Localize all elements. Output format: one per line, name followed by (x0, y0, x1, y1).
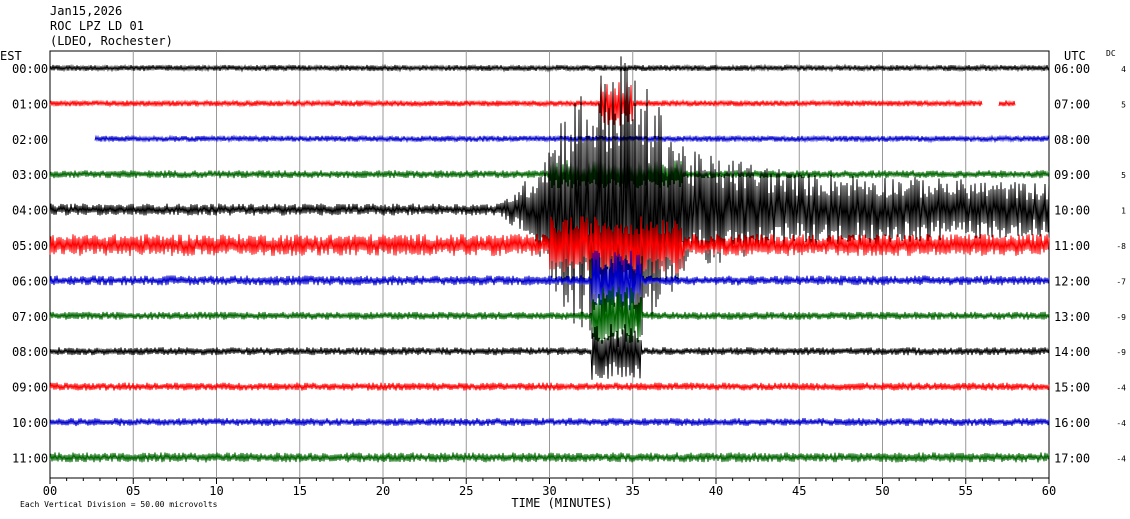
est-hour-label: 05:00 (12, 239, 48, 253)
x-tick-label: 50 (875, 484, 889, 498)
utc-axis-label: UTC (1064, 49, 1086, 63)
dc-value: -4 (1116, 384, 1126, 393)
est-hour-label: 01:00 (12, 97, 48, 111)
utc-hour-label: 10:00 (1054, 204, 1090, 218)
seismic-trace (49, 80, 983, 126)
x-tick-label: 00 (43, 484, 57, 498)
utc-hour-label: 11:00 (1054, 239, 1090, 253)
dc-value: -9 (1116, 348, 1126, 357)
seismic-trace (49, 216, 1050, 275)
utc-hour-label: 16:00 (1054, 416, 1090, 430)
est-hour-label: 08:00 (12, 345, 48, 359)
est-hour-label: 07:00 (12, 310, 48, 324)
dc-value: -4 (1116, 454, 1126, 463)
vertical-division-note: Each Vertical Division = 50.00 microvolt… (20, 500, 218, 509)
utc-hour-label: 15:00 (1054, 381, 1090, 395)
dc-value: -7 (1116, 277, 1126, 286)
seismic-trace (49, 286, 1050, 344)
x-tick-label: 20 (376, 484, 390, 498)
x-tick-label: 10 (209, 484, 223, 498)
seismic-trace (49, 56, 1050, 347)
est-hour-label: 09:00 (12, 381, 48, 395)
utc-hour-label: 09:00 (1054, 168, 1090, 182)
seismic-trace (49, 382, 1050, 391)
network-name: (LDEO, Rochester) (50, 34, 173, 48)
est-hour-label: 04:00 (12, 204, 48, 218)
seismic-trace (49, 452, 1050, 463)
utc-hour-label: 13:00 (1054, 310, 1090, 324)
dc-value: -9 (1116, 313, 1126, 322)
dc-value: -8 (1116, 242, 1126, 251)
seismic-trace (94, 134, 1050, 144)
station-name: ROC LPZ LD 01 (50, 19, 144, 33)
seismic-trace-segment (998, 100, 1016, 107)
seismic-trace (49, 324, 1050, 380)
x-tick-label: 25 (459, 484, 473, 498)
seismic-trace (49, 250, 1050, 311)
x-tick-label: 55 (959, 484, 973, 498)
utc-hour-label: 17:00 (1054, 451, 1090, 465)
x-tick-label: 40 (709, 484, 723, 498)
x-tick-label: 15 (293, 484, 307, 498)
dc-value: 5 (1121, 171, 1126, 180)
x-tick-label: 05 (126, 484, 140, 498)
est-hour-label: 03:00 (12, 168, 48, 182)
est-hour-label: 11:00 (12, 451, 48, 465)
x-tick-label: 35 (626, 484, 640, 498)
dc-value: 5 (1121, 100, 1126, 109)
x-tick-label: 45 (792, 484, 806, 498)
x-tick-label: 30 (542, 484, 556, 498)
dc-value: 1 (1121, 207, 1126, 216)
utc-hour-label: 14:00 (1054, 345, 1090, 359)
seismic-trace (49, 417, 1050, 427)
utc-hour-label: 08:00 (1054, 133, 1090, 147)
seismic-trace (49, 63, 1050, 73)
est-axis-label: EST (0, 49, 22, 63)
x-axis-label: TIME (MINUTES) (511, 496, 612, 510)
est-hour-label: 00:00 (12, 62, 48, 76)
est-hour-label: 10:00 (12, 416, 48, 430)
dc-label: DC (1106, 49, 1116, 58)
x-tick-label: 60 (1042, 484, 1056, 498)
utc-hour-label: 12:00 (1054, 274, 1090, 288)
chart-date: Jan15,2026 (50, 4, 123, 18)
dc-value: -4 (1116, 419, 1126, 428)
utc-hour-label: 07:00 (1054, 97, 1090, 111)
utc-hour-label: 06:00 (1054, 62, 1090, 76)
dc-value: 4 (1121, 65, 1126, 74)
est-hour-label: 06:00 (12, 274, 48, 288)
est-hour-label: 02:00 (12, 133, 48, 147)
